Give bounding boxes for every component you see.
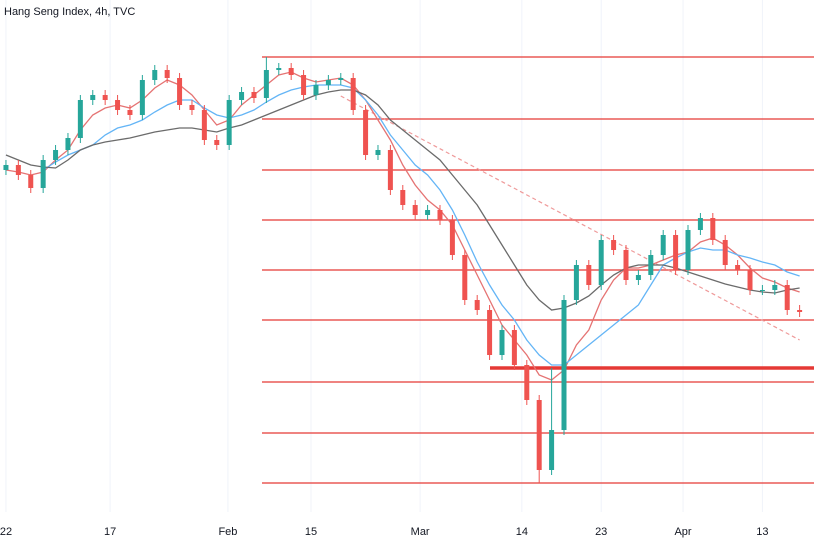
- candle-body: [251, 92, 257, 98]
- candle-body: [226, 100, 232, 145]
- candle-body: [660, 235, 666, 255]
- candle-body: [263, 70, 269, 98]
- candle-body: [425, 210, 431, 215]
- x-tick-label: 13: [756, 526, 768, 538]
- x-tick-label: Mar: [411, 526, 430, 538]
- candle-body: [301, 75, 307, 95]
- candle-body: [90, 95, 96, 100]
- candle-body: [598, 240, 604, 285]
- candle-body: [325, 80, 331, 85]
- candle-body: [462, 255, 468, 300]
- candle-body: [189, 105, 195, 110]
- candle-body: [524, 365, 530, 400]
- candle-body: [797, 310, 803, 312]
- candle-body: [549, 430, 555, 470]
- chart-title: Hang Seng Index, 4h, TVC: [4, 6, 135, 18]
- x-tick-label: 14: [516, 526, 528, 538]
- candle-body: [611, 240, 617, 250]
- x-tick-label: 22: [0, 526, 12, 538]
- candle-body: [3, 165, 9, 170]
- candle-body: [710, 218, 716, 240]
- candle-body: [412, 205, 418, 215]
- candle-body: [53, 150, 59, 160]
- candle-body: [214, 140, 220, 145]
- candle-body: [40, 160, 46, 188]
- candle-body: [561, 300, 567, 430]
- trend-line: [340, 95, 800, 341]
- candle-body: [499, 330, 505, 355]
- candle-body: [623, 250, 629, 280]
- candle-body: [586, 265, 592, 285]
- candle-body: [102, 95, 108, 100]
- candle-body: [201, 110, 207, 140]
- candle-body: [239, 92, 245, 100]
- candle-body: [449, 220, 455, 255]
- candle-body: [152, 70, 158, 80]
- candle-body: [747, 270, 753, 290]
- candle-body: [573, 265, 579, 300]
- candle-body: [77, 100, 83, 138]
- x-tick-label: Feb: [218, 526, 237, 538]
- x-tick-label: 17: [104, 526, 116, 538]
- candle-body: [15, 165, 21, 175]
- candle-body: [400, 190, 406, 205]
- candle-body: [177, 78, 183, 105]
- indicator-line: [5, 71, 800, 381]
- candles: [3, 57, 803, 483]
- candle-body: [437, 210, 443, 220]
- candle-body: [338, 78, 344, 80]
- candle-body: [735, 265, 741, 270]
- x-tick-label: 15: [305, 526, 317, 538]
- candle-body: [276, 68, 282, 70]
- x-tick-label: Apr: [674, 526, 691, 538]
- candle-body: [164, 70, 170, 78]
- candle-body: [685, 230, 691, 270]
- candle-body: [363, 110, 369, 155]
- candle-body: [673, 235, 679, 270]
- candle-body: [350, 78, 356, 110]
- candle-body: [697, 218, 703, 230]
- candle-body: [375, 150, 381, 155]
- x-tick-label: 23: [595, 526, 607, 538]
- candle-body: [536, 400, 542, 470]
- candle-body: [28, 175, 34, 188]
- candle-body: [511, 330, 517, 365]
- candle-body: [772, 285, 778, 290]
- candle-body: [759, 290, 765, 291]
- candle-body: [139, 80, 145, 115]
- candle-body: [288, 68, 294, 75]
- candle-body: [387, 150, 393, 190]
- candle-body: [635, 275, 641, 280]
- x-axis: 22 17 Feb 15 Mar 14 23 Apr 13: [0, 526, 769, 538]
- candle-body: [313, 85, 319, 95]
- candle-body: [115, 100, 121, 110]
- candle-body: [127, 110, 133, 115]
- candle-body: [648, 255, 654, 275]
- candle-body: [487, 310, 493, 355]
- indicator-line: [5, 89, 800, 311]
- candle-body: [474, 300, 480, 310]
- candle-body: [65, 138, 71, 150]
- candle-body: [784, 285, 790, 310]
- candle-body: [722, 240, 728, 265]
